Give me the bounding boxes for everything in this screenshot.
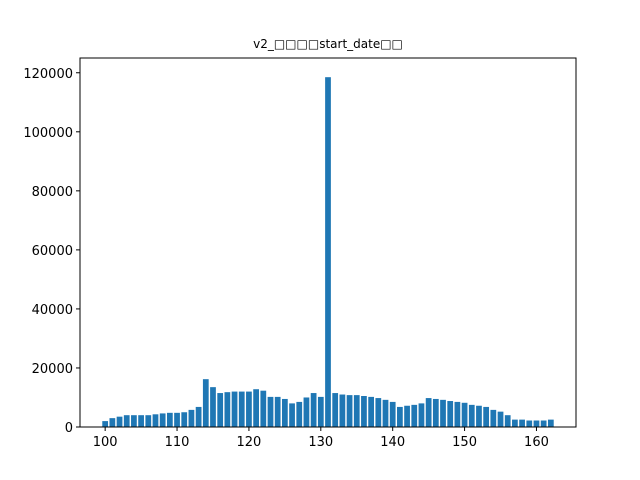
bar-115	[210, 387, 216, 427]
bar-100	[102, 421, 109, 427]
x-tick-label-130: 130	[308, 435, 333, 450]
bar-101	[109, 418, 116, 427]
bar-152	[476, 405, 482, 427]
bar-142	[404, 405, 410, 427]
y-tick-label-100000: 100000	[23, 126, 73, 141]
bar-119	[238, 391, 245, 427]
y-tick-label-60000: 60000	[32, 244, 73, 259]
bar-148	[447, 401, 454, 427]
bar-133	[339, 394, 346, 427]
x-tick-label-140: 140	[380, 435, 405, 450]
x-axis: 100 110 120 130 140 150 160	[93, 427, 549, 450]
bar-137	[368, 396, 375, 427]
bar-108	[159, 413, 166, 427]
bar-126	[289, 403, 295, 427]
x-tick-label-100: 100	[93, 435, 118, 450]
bar-154	[490, 409, 497, 427]
bar-132	[332, 393, 339, 427]
y-tick-label-0: 0	[65, 421, 73, 436]
bar-105	[138, 415, 144, 427]
bar-111	[181, 412, 188, 427]
bar-161	[540, 420, 547, 427]
bar-118	[231, 391, 238, 427]
bar-134	[346, 395, 353, 427]
bar-160	[533, 420, 540, 427]
bar-123	[267, 396, 274, 427]
y-tick-label-80000: 80000	[32, 185, 73, 200]
bar-122	[260, 390, 267, 427]
bar-151	[468, 404, 475, 427]
bar-117	[224, 392, 231, 427]
bar-146	[432, 398, 439, 427]
bar-138	[375, 398, 382, 427]
bar-128	[303, 397, 310, 427]
bar-110	[174, 412, 180, 427]
bar-114	[202, 379, 209, 427]
bar-162	[547, 419, 554, 427]
x-tick-label-110: 110	[165, 435, 190, 450]
bar-145	[425, 398, 432, 427]
bar-144	[418, 403, 425, 427]
bar-150	[461, 402, 468, 427]
bar-157	[512, 419, 518, 427]
bar-149	[454, 401, 461, 427]
bar-159	[526, 420, 533, 427]
bar-125	[281, 398, 288, 427]
y-tick-label-40000: 40000	[32, 303, 73, 318]
bar-103	[123, 415, 130, 427]
bars-group	[102, 77, 554, 428]
bar-104	[131, 415, 137, 427]
bar-136	[361, 396, 367, 427]
bar-124	[274, 396, 281, 427]
bar-116	[217, 393, 224, 427]
bar-139	[382, 399, 389, 427]
bar-120	[246, 391, 252, 427]
y-axis: 0 20000 40000 60000 80000 100000 120000	[23, 67, 80, 436]
bar-102	[116, 416, 123, 427]
bar-130	[317, 396, 324, 427]
bar-109	[166, 412, 173, 427]
bar-155	[497, 411, 504, 427]
bar-158	[519, 419, 525, 427]
bar-141	[397, 406, 403, 427]
x-tick-label-120: 120	[237, 435, 262, 450]
bar-107	[152, 414, 159, 427]
bar-147	[440, 399, 446, 427]
bar-129	[310, 393, 317, 427]
bar-135	[353, 395, 360, 427]
plot-frame	[79, 57, 577, 428]
bar-112	[188, 409, 195, 427]
bar-121	[253, 389, 259, 427]
bar-156	[504, 415, 511, 427]
x-tick-label-160: 160	[524, 435, 549, 450]
bar-140	[389, 401, 396, 427]
y-tick-label-120000: 120000	[23, 67, 73, 82]
bar-153	[483, 406, 490, 427]
chart-title: v2_□□□□start_date□□	[253, 37, 403, 51]
y-tick-label-20000: 20000	[32, 362, 73, 377]
bar-127	[296, 401, 303, 427]
bar-143	[411, 404, 418, 427]
bar-106	[145, 415, 152, 427]
bar-131	[325, 77, 331, 428]
x-tick-label-150: 150	[452, 435, 477, 450]
bar-113	[195, 406, 202, 427]
